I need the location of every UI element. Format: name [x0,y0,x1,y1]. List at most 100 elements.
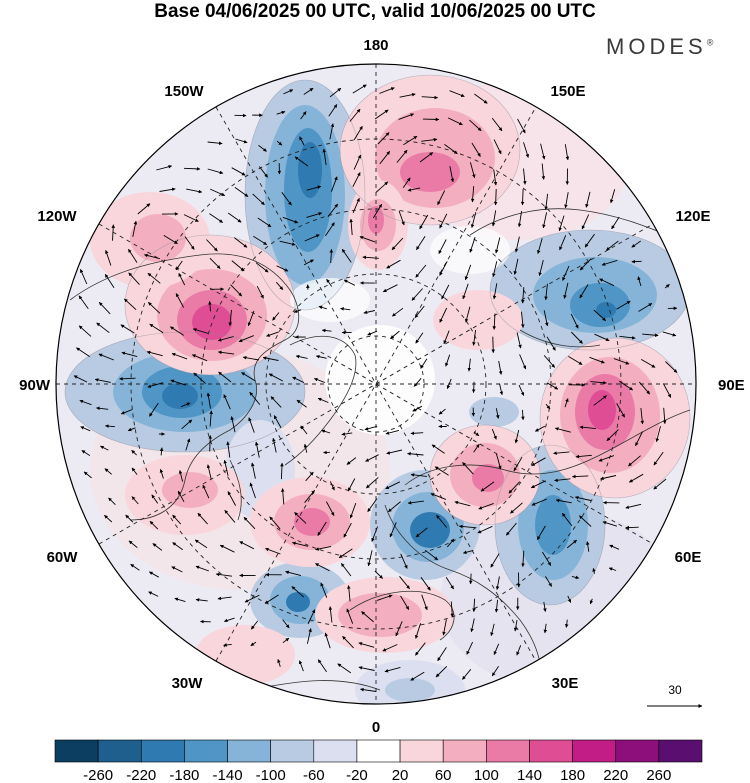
wind-arrow [544,193,549,211]
wind-arrow [79,399,92,406]
wind-arrow [443,330,450,345]
wind-arrow [613,358,630,365]
wind-arrow [410,473,427,477]
wind-arrow [388,501,401,513]
longitude-labels: 180 0 90W 90E 150W 150E 120W 120E 60W 60… [19,37,745,736]
wind-arrow [223,459,229,476]
wind-arrow [619,335,636,340]
wind-arrow [392,307,404,317]
wind-arrow [352,172,361,188]
wind-arrow [144,253,161,260]
wind-arrow [470,618,475,633]
wind-arrow [197,512,208,525]
wind-arrow [411,288,423,301]
wind-arrow [192,328,209,334]
wind-arrow [438,408,446,415]
wind-arrow [131,449,138,456]
wind-arrow [491,117,503,132]
wind-arrow [217,350,235,355]
wind-arrow [300,425,308,435]
wind-arrow [180,402,191,408]
wind-arrow [175,260,183,271]
wind-arrow [239,541,255,550]
wind-arrow [119,376,136,381]
wind-arrow [195,565,210,572]
wind-arrow [317,659,327,673]
wind-arrow [413,378,422,387]
wind-arrow [264,594,279,604]
lon-label-90e: 90E [718,377,745,394]
wind-arrow [616,300,631,310]
wind-arrow [269,516,281,530]
wind-arrow [223,394,231,410]
wind-arrow [420,358,428,369]
wind-arrow [148,591,159,597]
wind-arrow [628,455,641,467]
wind-arrow [218,371,232,383]
wind-arrow [341,432,353,436]
colorbar-tick-label: -220 [126,767,156,783]
wind-arrow [606,429,619,442]
wind-arrow [579,258,592,271]
wind-arrow [635,431,644,447]
wind-arrow [469,237,476,253]
wind-arrow [396,149,408,163]
wind-arrow [609,544,620,550]
wind-arrow [270,396,282,408]
wind-arrow [546,336,556,351]
wind-arrow [276,110,286,115]
wind-arrow [362,255,379,260]
wind-arrow [494,599,499,613]
wind-arrow [169,326,184,336]
wind-arrow [584,233,595,248]
wind-arrow [495,576,500,590]
colorbar-swatch [442,739,487,763]
wind-arrow [592,567,596,574]
wind-arrow [464,264,472,281]
colorbar-swatch [615,739,660,763]
wind-arrow [327,203,339,217]
wind-arrow [208,435,212,452]
coastlines [69,208,691,691]
wind-arrow [444,144,458,155]
wind-arrow [329,123,335,140]
wind-arrow [326,278,333,287]
wind-arrow [546,382,559,390]
wind-arrow [491,210,497,227]
wind-arrow [353,154,362,170]
wind-arrow [400,595,410,610]
wind-arrow [337,663,352,674]
wind-arrow [545,403,551,410]
wind-arrow [439,307,448,323]
colorbar-tick-label: 100 [474,767,499,783]
wind-arrow [541,163,546,180]
wind-arrow [631,259,642,264]
wind-arrow [185,438,191,451]
wind-arrow [384,666,401,673]
wind-arrow [625,503,642,509]
wind-arrow [495,453,502,470]
wind-arrow [400,553,408,569]
wind-arrow [253,235,268,246]
wind-arrow [382,644,398,652]
wind-arrow [98,301,111,315]
wind-arrow [553,451,570,455]
wind-arrow [579,284,589,299]
wind-arrow [209,257,221,269]
wind-arrow [186,188,203,194]
wind-arrow [223,617,235,623]
wind-arrow [415,264,427,278]
wind-arrow [361,611,374,623]
wind-arrow [493,643,500,656]
wind-arrow [564,619,569,628]
wind-arrow [193,372,206,384]
wind-arrow [493,188,498,206]
wind-arrow [296,399,307,408]
wind-arrow [128,272,140,285]
wind-arrow [662,331,677,337]
wind-arrow [358,642,375,648]
wind-arrow [590,380,607,385]
wind-arrow [325,222,335,237]
wind-arrow [326,501,335,517]
wind-arrow [616,403,625,418]
